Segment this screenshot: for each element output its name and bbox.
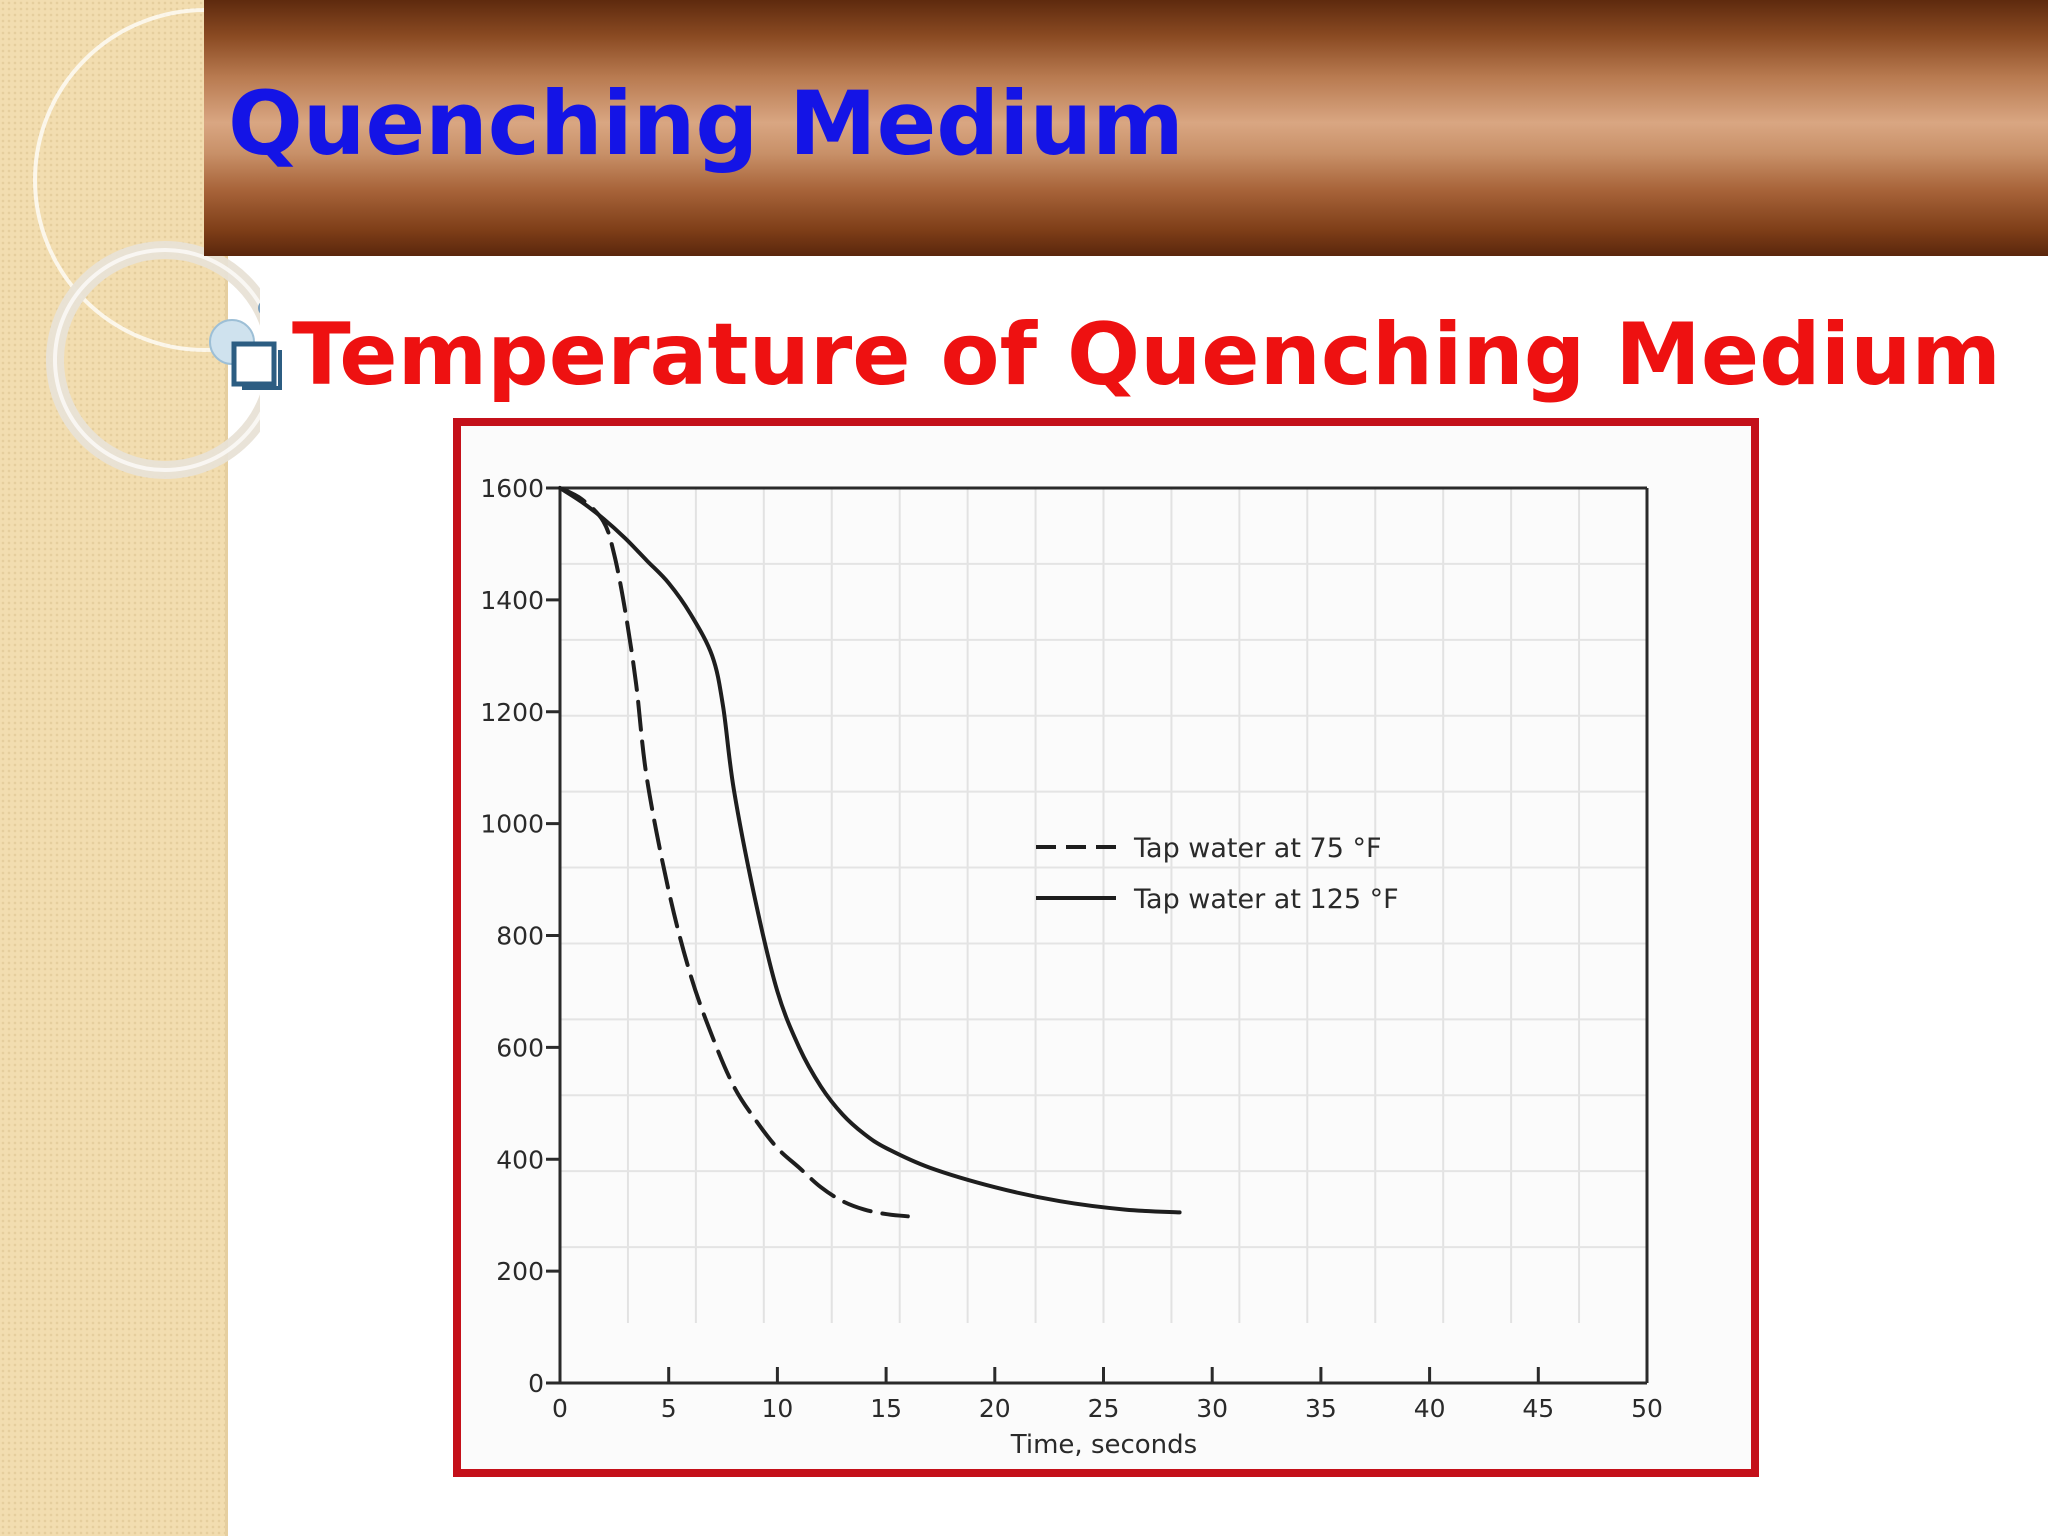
y-axis-ticks: 0 200 400 600 800 1000 1200 1400 1600 (480, 474, 560, 1398)
x-tick-label: 35 (1305, 1394, 1337, 1423)
faint-background-grid (560, 488, 1647, 1323)
x-tick-label: 10 (761, 1394, 793, 1423)
x-tick-label: 30 (1196, 1394, 1228, 1423)
x-tick-label: 20 (979, 1394, 1011, 1423)
medium-ring-highlight (53, 248, 260, 472)
y-tick-label: 200 (496, 1257, 544, 1286)
slide-subtitle: Temperature of Quenching Medium (292, 305, 2002, 405)
checkbox-square-icon (230, 336, 286, 392)
y-tick-label: 1000 (480, 810, 544, 839)
x-tick-label: 0 (552, 1394, 568, 1423)
decorative-rings-icon (33, 8, 260, 479)
x-tick-label: 15 (870, 1394, 902, 1423)
x-axis-ticks: 0 5 10 15 20 25 30 35 40 45 50 (552, 1367, 1663, 1423)
y-tick-label: 600 (496, 1033, 544, 1062)
chart-frame: 0 200 400 600 800 1000 1200 1400 1600 0 5 10 15 20 25… (453, 418, 1759, 1477)
title-banner (204, 0, 2048, 256)
x-tick-label: 45 (1522, 1394, 1554, 1423)
legend-label: Tap water at 125 °F (1133, 884, 1399, 915)
x-tick-label: 50 (1631, 1394, 1663, 1423)
strip-edge (225, 0, 228, 1536)
x-tick-label: 25 (1088, 1394, 1120, 1423)
y-tick-label: 1600 (480, 474, 544, 503)
y-tick-label: 1400 (480, 586, 544, 615)
x-tick-label: 5 (661, 1394, 677, 1423)
y-tick-label: 0 (528, 1369, 544, 1398)
x-axis-title: Time, seconds (1010, 1430, 1197, 1460)
legend-label: Tap water at 75 °F (1133, 833, 1381, 864)
x-tick-label: 40 (1414, 1394, 1446, 1423)
quench-curve-chart: 0 200 400 600 800 1000 1200 1400 1600 0 5 10 15 20 25… (480, 474, 1663, 1460)
slide-title: Quenching Medium (228, 72, 1184, 175)
series-layer (558, 486, 1182, 1219)
tiny-bubble (258, 302, 260, 314)
series-line-tap-water-75f (558, 486, 910, 1219)
chart-legend: Tap water at 75 °F Tap water at 125 °F (1036, 833, 1399, 915)
series-line-tap-water-125f (558, 486, 1182, 1215)
y-tick-label: 800 (496, 922, 544, 951)
subtitle-row: Temperature of Quenching Medium (230, 300, 2001, 410)
y-tick-label: 1200 (480, 698, 544, 727)
y-tick-label: 400 (496, 1145, 544, 1174)
